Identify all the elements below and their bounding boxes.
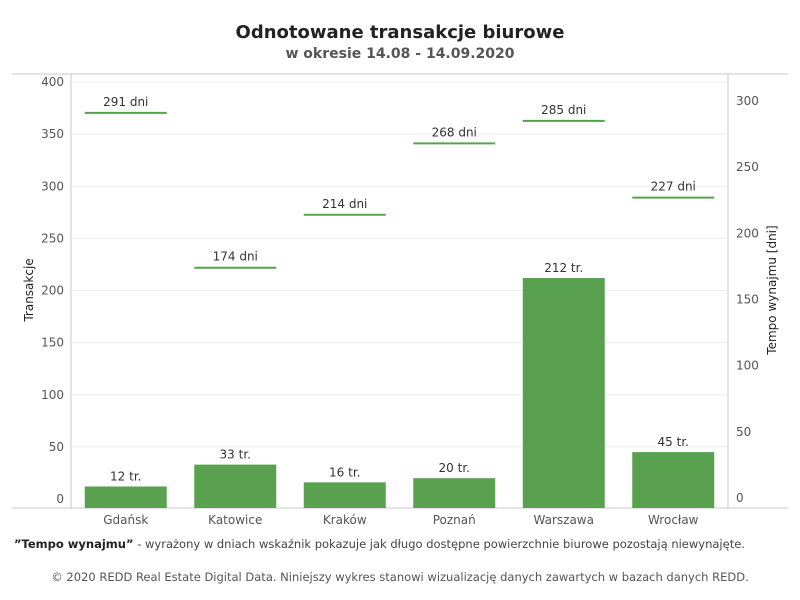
x-tick-label: Wrocław (648, 513, 699, 527)
y-tick-label-left: 350 (41, 127, 64, 141)
y-tick-label-left: 400 (41, 75, 64, 89)
tempo-value-label: 227 dni (651, 180, 696, 194)
bar-1 (194, 464, 277, 508)
footnote-term: ”Tempo wynajmu” (14, 537, 134, 551)
y-tick-label-left: 50 (49, 440, 64, 454)
y-tick-label-right: 100 (736, 359, 759, 373)
tempo-value-label: 268 dni (432, 125, 477, 139)
copyright-text: © 2020 REDD Real Estate Digital Data. Ni… (51, 570, 749, 584)
bar-2 (303, 482, 386, 508)
y-tick-label-left: 100 (41, 388, 64, 402)
bar-5 (632, 452, 715, 508)
y-tick-label-right: 0 (736, 491, 744, 505)
y-tick-label-right: 150 (736, 293, 759, 307)
tempo-value-label: 174 dni (213, 250, 258, 264)
bar-value-label: 212 tr. (544, 261, 583, 275)
footnote: ”Tempo wynajmu” - wyrażony w dniach wska… (14, 537, 745, 551)
footnote-text: - wyrażony w dniach wskaźnik pokazuje ja… (133, 537, 745, 551)
x-tick-label: Poznań (433, 513, 476, 527)
y-tick-label-left: 200 (41, 284, 64, 298)
tempo-value-label: 285 dni (541, 103, 586, 117)
tempo-value-label: 214 dni (322, 197, 367, 211)
y-tick-label-left: 0 (56, 492, 64, 506)
y-tick-label-left: 250 (41, 231, 64, 245)
chart-subtitle: w okresie 14.08 - 14.09.2020 (285, 46, 515, 62)
x-tick-label: Warszawa (534, 513, 594, 527)
x-tick-label: Gdańsk (103, 513, 148, 527)
bar-0 (84, 486, 167, 508)
y-axis-title-right: Tempo wynajmu [dni] (765, 225, 779, 355)
y-tick-label-right: 200 (736, 226, 759, 240)
x-tick-label: Kraków (323, 513, 367, 527)
bar-4 (522, 277, 605, 508)
bar-3 (413, 478, 496, 508)
bar-value-label: 12 tr. (110, 469, 141, 483)
y-axis-title-left: Transakcje (22, 258, 36, 322)
y-tick-label-right: 250 (736, 160, 759, 174)
chart-title: Odnotowane transakcje biurowe (235, 22, 565, 43)
y-tick-label-right: 300 (736, 94, 759, 108)
y-tick-label-right: 50 (736, 425, 751, 439)
bar-value-label: 45 tr. (658, 435, 689, 449)
tempo-value-label: 291 dni (103, 95, 148, 109)
y-tick-label-left: 300 (41, 179, 64, 193)
bar-value-label: 16 tr. (329, 465, 360, 479)
y-tick-label-left: 150 (41, 336, 64, 350)
bar-value-label: 20 tr. (439, 461, 470, 475)
bar-value-label: 33 tr. (220, 448, 251, 462)
x-tick-label: Katowice (208, 513, 262, 527)
